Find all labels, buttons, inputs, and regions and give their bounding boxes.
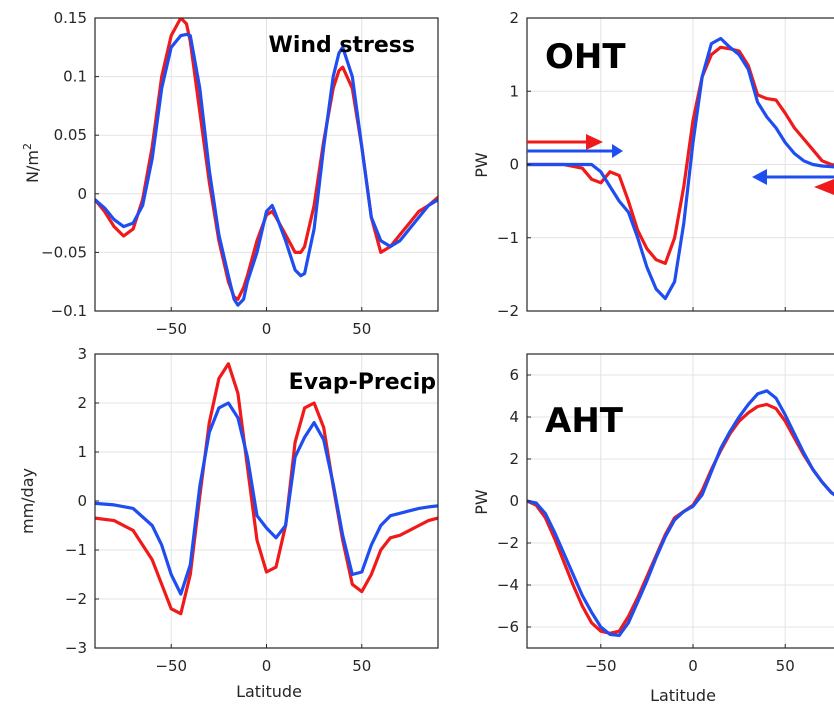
y-tick-label: −1 <box>497 229 519 247</box>
y-tick-label: 2 <box>509 9 519 27</box>
x-tick-label: −50 <box>155 657 187 675</box>
tick-labels: −50 0 50 −6 −4 −2 0 2 4 6 <box>497 366 795 675</box>
y-axis-label: PW <box>472 152 491 178</box>
y-tick-label: 2 <box>77 394 87 412</box>
series-lines <box>95 362 438 616</box>
series-line-red <box>527 45 834 265</box>
x-tick-label: 50 <box>352 320 371 338</box>
x-tick-label: 0 <box>688 657 698 675</box>
red-arrow-left-head <box>586 134 603 150</box>
y-axis-label: PW <box>472 489 491 515</box>
tick-labels: −2 −1 0 1 2 <box>497 9 519 320</box>
series-line-blue <box>95 32 438 307</box>
y-tick-label: −2 <box>497 302 519 320</box>
panel-title: OHT <box>545 37 626 77</box>
y-tick-label: 6 <box>509 366 519 384</box>
x-tick-label: 0 <box>262 320 272 338</box>
x-tick-label: −50 <box>155 320 187 338</box>
panel-evap-precip: −50 0 50 −3 −2 −1 0 1 2 3 Evap-Precip mm/day Lati… <box>18 345 439 701</box>
blue-arrow-right-head <box>752 169 767 185</box>
y-tick-label: 0 <box>509 492 519 510</box>
transport-arrows <box>527 134 834 195</box>
x-tick-label: 50 <box>776 657 795 675</box>
series-line-red <box>95 362 438 616</box>
y-tick-label: −2 <box>497 534 519 552</box>
y-tick-label: 0.05 <box>54 126 87 144</box>
y-tick-label: 0 <box>509 156 519 174</box>
y-tick-label: 1 <box>509 82 519 100</box>
y-tick-label: 4 <box>509 408 519 426</box>
panel-title: Evap-Precip <box>289 370 436 395</box>
x-tick-label: −50 <box>585 657 617 675</box>
panel-oht: −2 −1 0 1 2 OHT PW <box>472 9 834 320</box>
y-tick-label: 3 <box>77 345 87 363</box>
y-tick-label: −2 <box>65 590 87 608</box>
x-tick-label: 50 <box>352 657 371 675</box>
y-tick-label: −6 <box>497 618 519 636</box>
panel-title: Wind stress <box>269 33 415 58</box>
tick-labels: −50 0 50 −3 −2 −1 0 1 2 3 <box>65 345 371 675</box>
grid <box>95 17 438 312</box>
series-lines <box>527 389 834 638</box>
grid <box>527 354 834 648</box>
y-tick-label: 0 <box>77 492 87 510</box>
series-line-blue <box>527 389 834 638</box>
tick-labels: −50 0 50 −0.1 −0.05 0 0.05 0.1 0.15 <box>41 9 371 338</box>
y-tick-label: 2 <box>509 450 519 468</box>
y-tick-label: −3 <box>65 639 87 657</box>
y-tick-label: 0.15 <box>54 9 87 27</box>
blue-arrow-left-head <box>612 144 623 158</box>
y-tick-label: −1 <box>65 541 87 559</box>
series-line-blue <box>527 36 834 301</box>
y-tick-label: −0.05 <box>41 243 87 261</box>
series-lines <box>527 36 834 301</box>
y-axis-label: N/m2 <box>21 143 42 183</box>
x-tick-label: 0 <box>262 657 272 675</box>
panel-aht: −50 0 50 −6 −4 −2 0 2 4 6 AHT PW Latitude <box>472 353 834 704</box>
y-axis-label: mm/day <box>18 468 37 534</box>
y-tick-label: −0.1 <box>51 302 87 320</box>
y-tick-label: 0.1 <box>63 68 87 86</box>
y-tick-label: 1 <box>77 443 87 461</box>
red-arrow-right-head <box>814 179 834 195</box>
y-tick-label: 0 <box>77 185 87 203</box>
series-line-blue <box>95 401 438 596</box>
panel-title: AHT <box>545 401 624 441</box>
x-axis-label: Latitude <box>650 686 716 704</box>
x-axis-label: Latitude <box>236 682 302 701</box>
series-lines <box>95 18 438 307</box>
grid <box>95 353 438 649</box>
y-tick-label: −4 <box>497 576 519 594</box>
